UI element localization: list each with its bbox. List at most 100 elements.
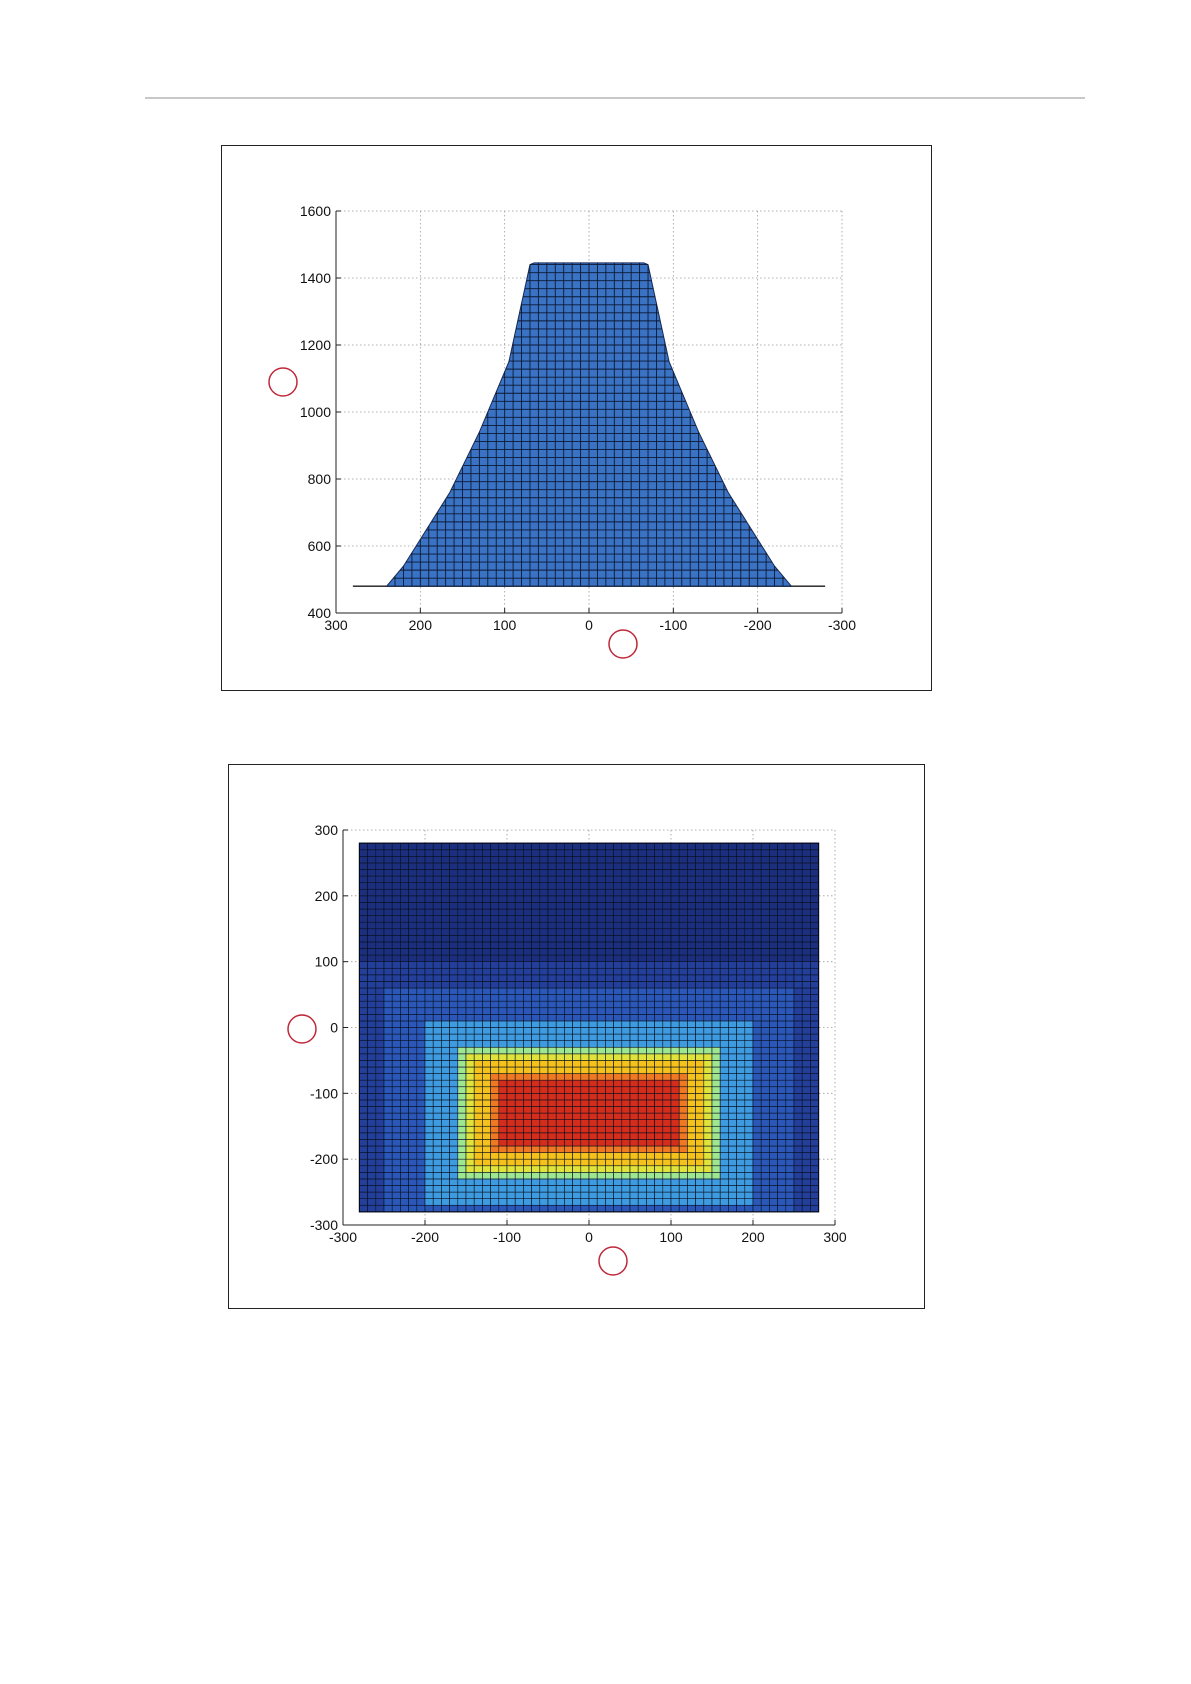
heatmap-cell	[391, 1106, 401, 1114]
heatmap-cell	[678, 1060, 688, 1068]
heatmap-cell	[613, 974, 623, 982]
heatmap-cell	[793, 1014, 803, 1022]
heatmap-cell	[473, 1152, 483, 1160]
heatmap-cell	[703, 935, 713, 943]
heatmap-cell	[514, 882, 524, 890]
heatmap-cell	[539, 1172, 549, 1180]
profile-y-tick-label: 1600	[300, 203, 331, 219]
heatmap-cell	[441, 1020, 450, 1028]
heatmap-cell	[810, 1132, 819, 1140]
heatmap-cell	[498, 888, 508, 897]
heatmap-cell	[564, 1125, 573, 1134]
heatmap-cell	[637, 1093, 647, 1101]
heatmap-cell	[367, 849, 377, 857]
heatmap-cell	[810, 1204, 819, 1213]
heatmap-cell	[457, 862, 467, 870]
heatmap-cell	[539, 908, 549, 916]
heatmap-cell	[564, 869, 573, 877]
heatmap-cell	[785, 967, 795, 976]
heatmap-cell	[490, 921, 500, 930]
heatmap-cell	[490, 856, 500, 864]
heatmap-cell	[359, 1198, 368, 1206]
heatmap-cell	[457, 1172, 467, 1180]
heatmap-cell	[400, 921, 409, 930]
heatmap-cell	[523, 1079, 532, 1088]
heatmap-cell	[531, 1204, 541, 1213]
heatmap-cell	[777, 1139, 787, 1147]
heatmap-cell	[728, 1086, 737, 1094]
heatmap-cell	[719, 987, 729, 995]
heatmap-cell	[646, 1198, 655, 1206]
heatmap-cell	[531, 1033, 541, 1041]
heatmap-cell	[432, 1152, 442, 1160]
heatmap-cell	[687, 1046, 696, 1055]
heatmap-cell	[523, 1053, 532, 1061]
heatmap-cell	[514, 1033, 524, 1041]
heatmap-cell	[777, 1112, 787, 1120]
heatmap-cell	[678, 1172, 688, 1180]
heatmap-cell	[555, 869, 565, 877]
heatmap-cell	[465, 1172, 475, 1180]
heatmap-cell	[547, 954, 557, 962]
heatmap-cell	[408, 935, 418, 943]
heatmap-cell	[457, 882, 467, 890]
heatmap-cell	[523, 941, 532, 949]
heatmap-cell	[670, 948, 680, 956]
heatmap-cell	[736, 1046, 746, 1055]
heatmap-cell	[678, 961, 688, 969]
heatmap-cell	[498, 994, 508, 1002]
heatmap-cell	[482, 1198, 491, 1206]
heatmap-cell	[408, 1204, 418, 1213]
heatmap-cell	[375, 1099, 385, 1107]
heatmap-cell	[367, 1020, 377, 1028]
heatmap-cell	[506, 1040, 516, 1048]
heatmap-cell	[432, 948, 442, 956]
heatmap-cell	[432, 1033, 442, 1041]
heatmap-cell	[629, 1079, 639, 1088]
heatmap-cell	[678, 987, 688, 995]
heatmap-cell	[555, 1014, 565, 1022]
heatmap-cell	[457, 1027, 467, 1035]
heatmap-cell	[375, 1172, 385, 1180]
heatmap-cell	[711, 1007, 721, 1015]
heatmap-cell	[621, 987, 631, 995]
heatmap-cell	[580, 869, 590, 877]
heatmap-cell	[736, 1172, 746, 1180]
heatmap-cell	[687, 1112, 696, 1120]
heatmap-cell	[498, 1000, 508, 1009]
heatmap-cell	[416, 1132, 426, 1140]
heatmap-cell	[777, 856, 787, 864]
heatmap-cell	[678, 928, 688, 936]
heatmap-cell	[744, 1093, 754, 1101]
heatmap-cell	[769, 961, 778, 969]
heatmap-cell	[498, 935, 508, 943]
heatmap-cell	[662, 928, 672, 936]
heatmap-cell	[662, 941, 672, 949]
heatmap-cell	[678, 1066, 688, 1074]
heatmap-cell	[473, 908, 483, 916]
heatmap-cell	[473, 869, 483, 877]
heatmap-cell	[605, 1073, 614, 1081]
heatmap-cell	[441, 1185, 450, 1193]
heatmap-cell	[375, 1020, 385, 1028]
heatmap-cell	[473, 1027, 483, 1035]
heatmap-cell	[482, 875, 491, 883]
heatmap-cell	[613, 1191, 623, 1199]
heatmap-cell	[572, 888, 582, 897]
heatmap-cell	[465, 1007, 475, 1015]
heatmap-cell	[580, 1204, 590, 1213]
heatmap-cell	[711, 902, 721, 910]
heatmap-cell	[670, 954, 680, 962]
heatmap-cell	[482, 935, 491, 943]
heatmap-cell	[490, 961, 500, 969]
heatmap-cell	[564, 921, 573, 930]
heatmap-cell	[596, 888, 606, 897]
heatmap-cell	[449, 1178, 459, 1186]
height-profile-chart: 300 200 100 0 -100 -200 -300400600800100012001…	[268, 203, 856, 659]
heatmap-cell	[367, 915, 377, 923]
heatmap-cell	[490, 948, 500, 956]
heatmap-cell	[449, 1112, 459, 1120]
heatmap-cell	[711, 869, 721, 877]
heatmap-cell	[383, 875, 393, 883]
heatmap-cell	[646, 1066, 655, 1074]
